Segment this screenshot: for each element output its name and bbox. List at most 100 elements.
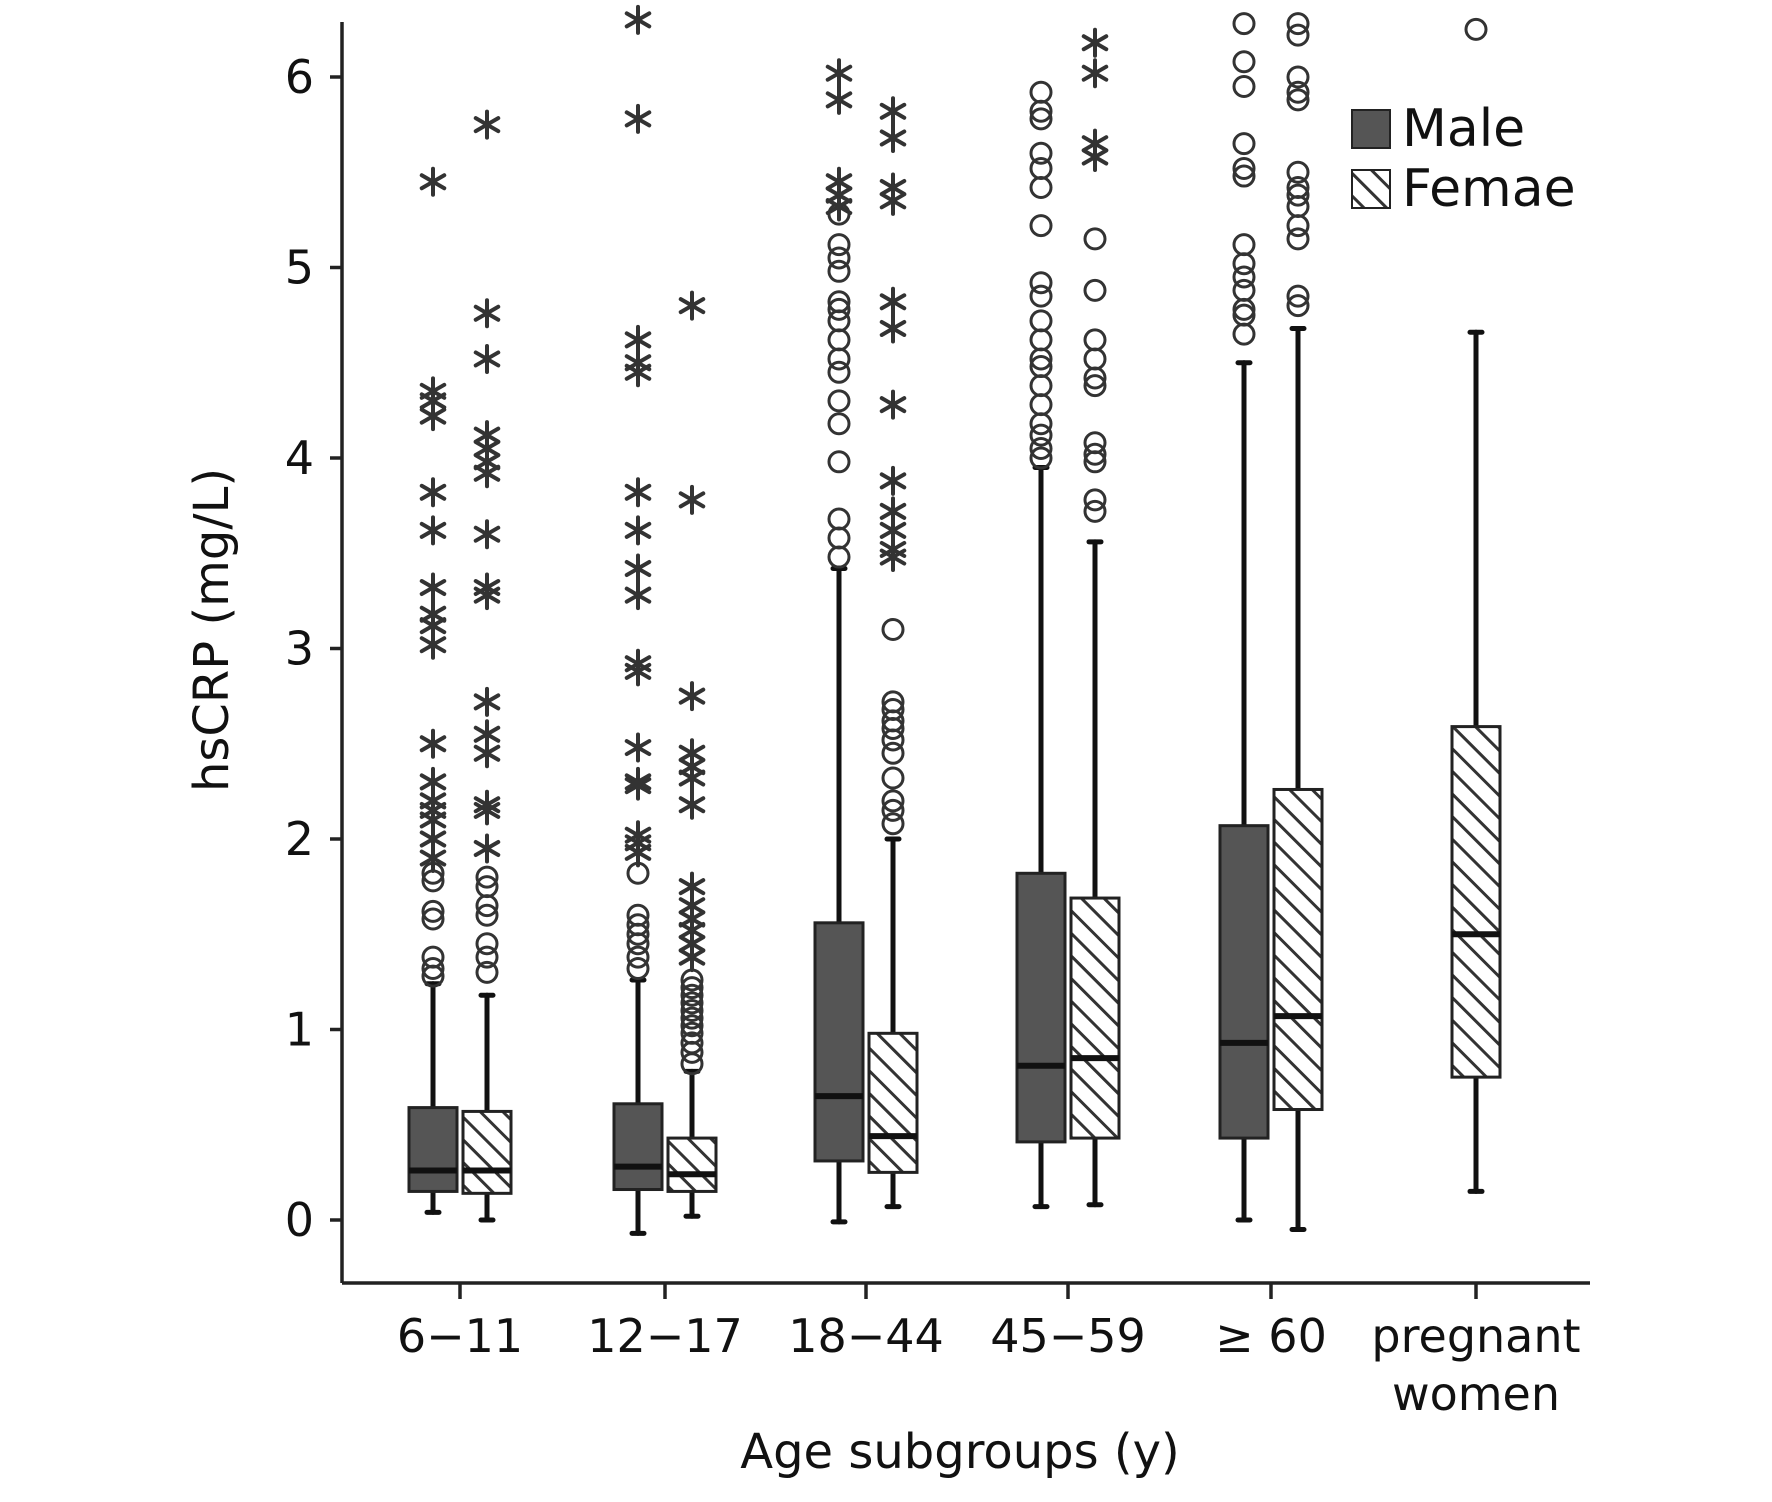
x-tick-label: women <box>1392 1367 1560 1421</box>
outlier-circle <box>1286 12 1310 36</box>
box-male <box>612 1102 664 1192</box>
outlier-circle <box>1083 374 1107 398</box>
y-tick-label: 6 <box>285 50 314 104</box>
outlier-star <box>419 728 447 759</box>
outlier-star <box>419 572 447 603</box>
outlier-circle <box>1286 183 1310 207</box>
y-tick-label: 4 <box>285 431 314 485</box>
outlier-circle <box>827 526 851 550</box>
box-male <box>813 921 865 1163</box>
outlier-star <box>473 572 501 603</box>
outlier-circle <box>475 932 499 956</box>
outlier-circle <box>1083 278 1107 302</box>
outlier-star <box>678 484 706 515</box>
outlier-circle <box>827 450 851 474</box>
x-tick-label: 45−59 <box>990 1309 1146 1363</box>
outlier-circle <box>1029 423 1053 447</box>
outlier-circle <box>1464 17 1488 41</box>
outlier-circle <box>1083 499 1107 523</box>
outlier-circle <box>827 259 851 283</box>
outlier-circle <box>421 907 445 931</box>
outlier-circle <box>1029 214 1053 238</box>
outlier-circle <box>1029 80 1053 104</box>
outlier-circle <box>881 697 905 721</box>
outlier-circle <box>1029 436 1053 460</box>
y-tick-label: 0 <box>285 1193 314 1247</box>
outlier-star <box>473 686 501 717</box>
outlier-circle <box>421 945 445 969</box>
box-female <box>867 1031 919 1174</box>
outlier-circle <box>1029 446 1053 470</box>
x-tick-label: 6−11 <box>397 1309 523 1363</box>
outlier-circle <box>680 998 704 1022</box>
outlier-circle <box>1029 309 1053 333</box>
outlier-circle <box>881 789 905 813</box>
outlier-star <box>624 820 652 851</box>
outlier-circle <box>1232 278 1256 302</box>
y-tick-label: 3 <box>285 622 314 676</box>
box-female <box>1450 725 1502 1079</box>
outlier-circle <box>1029 271 1053 295</box>
outlier-circle <box>475 875 499 899</box>
y-tick-label: 1 <box>285 1003 314 1057</box>
outlier-circle <box>1232 233 1256 257</box>
outlier-circle <box>827 328 851 352</box>
plot-area <box>407 4 1502 1236</box>
y-tick-label: 2 <box>285 812 314 866</box>
outlier-circle <box>1286 175 1310 199</box>
outlier-circle <box>827 389 851 413</box>
outlier-star <box>879 389 907 420</box>
outlier-circle <box>1232 252 1256 276</box>
outlier-circle <box>1232 322 1256 346</box>
outlier-circle <box>881 741 905 765</box>
outlier-circle <box>1286 284 1310 308</box>
x-tick-label: pregnant <box>1371 1309 1580 1363</box>
outlier-circle <box>1029 156 1053 180</box>
outlier-star <box>419 515 447 546</box>
outlier-circle <box>1029 374 1053 398</box>
outlier-circle <box>827 347 851 371</box>
outlier-circle <box>1232 303 1256 327</box>
outlier-circle <box>1083 227 1107 251</box>
outlier-circle <box>1232 265 1256 289</box>
outlier-star <box>825 58 853 89</box>
outlier-circle <box>1029 393 1053 417</box>
outlier-circle <box>1029 284 1053 308</box>
outlier-star <box>624 515 652 546</box>
outlier-circle <box>881 812 905 836</box>
outlier-circle <box>881 798 905 822</box>
outlier-star <box>624 766 652 797</box>
box-female <box>666 1136 718 1193</box>
x-tick-label: ≥ 60 <box>1215 1309 1327 1363</box>
outlier-circle <box>421 957 445 981</box>
outlier-star <box>624 648 652 679</box>
box-female <box>461 1109 513 1195</box>
outlier-star <box>473 833 501 864</box>
outlier-circle <box>1083 431 1107 455</box>
outlier-star <box>624 103 652 134</box>
outlier-circle <box>881 690 905 714</box>
outlier-circle <box>881 617 905 641</box>
outlier-star <box>879 465 907 496</box>
outlier-star <box>879 172 907 203</box>
box-female <box>1069 896 1121 1140</box>
outlier-circle <box>1286 88 1310 112</box>
outlier-star <box>678 290 706 321</box>
outlier-star <box>624 4 652 35</box>
outlier-circle <box>1083 442 1107 466</box>
outlier-circle <box>1286 294 1310 318</box>
y-tick-label: 5 <box>285 241 314 295</box>
legend-swatch-female <box>1351 169 1391 209</box>
outlier-star <box>678 681 706 712</box>
outlier-star <box>678 738 706 769</box>
outlier-circle <box>827 360 851 384</box>
x-tick-label: 12−17 <box>587 1309 743 1363</box>
outlier-star <box>879 122 907 153</box>
box-male <box>1218 824 1270 1140</box>
outlier-circle <box>626 957 650 981</box>
outlier-star <box>879 496 907 527</box>
box-female <box>1272 787 1324 1112</box>
outlier-circle <box>680 1021 704 1045</box>
